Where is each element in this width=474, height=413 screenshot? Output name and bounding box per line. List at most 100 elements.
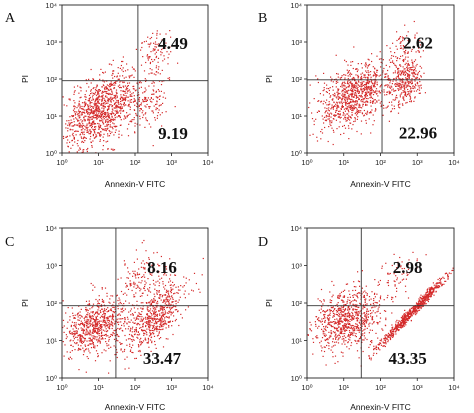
data-point [361, 85, 363, 87]
data-point [110, 295, 112, 297]
data-point [114, 118, 116, 120]
data-point [347, 341, 349, 343]
data-point [144, 271, 146, 274]
data-point [338, 337, 340, 339]
data-point [73, 91, 75, 93]
data-point [142, 323, 144, 326]
data-point [93, 120, 95, 122]
data-point [134, 319, 136, 321]
data-point [401, 103, 404, 105]
data-point [112, 306, 114, 308]
data-point [92, 94, 94, 96]
data-point [141, 320, 143, 322]
x-tick-label: 10⁰ [56, 158, 67, 167]
data-point [352, 309, 354, 311]
data-point [171, 297, 174, 299]
data-point [114, 107, 116, 109]
data-point [134, 329, 136, 331]
data-point [140, 326, 142, 329]
data-point [79, 339, 81, 341]
data-point [161, 317, 163, 319]
data-point [91, 102, 93, 104]
data-point [81, 342, 83, 344]
data-point [346, 346, 348, 348]
data-point [354, 118, 356, 120]
data-point [106, 87, 109, 89]
data-point [111, 83, 114, 85]
data-point [399, 42, 401, 44]
data-point [86, 111, 88, 113]
data-point [329, 299, 331, 301]
data-point [105, 141, 107, 143]
data-point [139, 108, 141, 110]
data-point [135, 249, 137, 251]
data-point [86, 308, 88, 310]
data-point [92, 315, 94, 317]
data-point [64, 344, 66, 346]
data-point [126, 284, 128, 286]
data-point [78, 117, 80, 119]
data-point [111, 126, 113, 128]
data-point [324, 311, 326, 313]
data-point [126, 294, 128, 296]
data-point [129, 108, 131, 111]
data-point [394, 98, 397, 100]
data-point [106, 115, 108, 118]
data-point [352, 67, 354, 70]
data-point [91, 110, 93, 112]
data-point [115, 106, 117, 108]
data-point [374, 102, 376, 104]
data-point [100, 68, 102, 70]
data-point [97, 89, 100, 91]
data-point [125, 95, 127, 97]
data-point [76, 130, 78, 132]
data-point [336, 311, 338, 313]
data-point [350, 98, 352, 100]
data-point [101, 111, 103, 113]
data-point [351, 73, 353, 75]
data-point [327, 314, 329, 317]
data-point [160, 312, 163, 314]
data-point [336, 91, 338, 93]
data-point [95, 110, 97, 112]
data-point [404, 85, 406, 87]
data-point [366, 312, 368, 314]
data-point [341, 321, 343, 323]
data-point [323, 346, 325, 348]
data-point [340, 331, 343, 333]
data-point [337, 105, 339, 107]
data-point [179, 296, 181, 298]
data-point [145, 40, 147, 42]
data-point [123, 81, 125, 83]
data-point [108, 336, 110, 338]
data-point [123, 115, 126, 117]
data-point [337, 329, 339, 332]
data-point [155, 302, 157, 304]
data-point [328, 319, 330, 321]
data-point [122, 85, 124, 87]
data-point [104, 86, 106, 88]
data-point [336, 102, 338, 104]
data-point [101, 99, 103, 101]
data-point [357, 314, 360, 316]
data-point [311, 112, 313, 114]
data-point [118, 115, 121, 117]
data-point [154, 117, 156, 119]
data-point [98, 338, 100, 340]
data-point [395, 89, 397, 92]
data-point [366, 310, 368, 313]
data-point [106, 118, 108, 120]
data-point [359, 302, 361, 304]
data-point [347, 113, 349, 115]
data-point [350, 61, 352, 63]
data-point [156, 37, 158, 39]
data-point [89, 106, 91, 108]
data-point [318, 325, 320, 327]
data-point [106, 108, 109, 110]
data-point [94, 347, 96, 349]
data-point [101, 301, 103, 303]
data-point [347, 116, 349, 119]
data-point [113, 94, 115, 97]
data-point [402, 45, 404, 47]
data-point [104, 320, 106, 322]
